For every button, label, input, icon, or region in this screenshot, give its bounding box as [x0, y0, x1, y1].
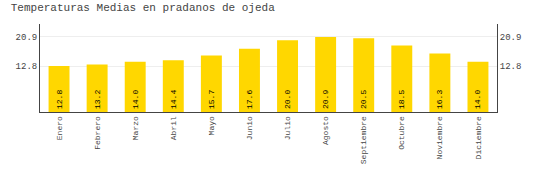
svg-text:Abril: Abril [169, 116, 178, 140]
svg-text:20.5: 20.5 [359, 90, 368, 109]
svg-text:14.0: 14.0 [473, 90, 482, 109]
svg-text:16.3: 16.3 [435, 90, 444, 109]
svg-text:18.5: 18.5 [397, 90, 406, 109]
svg-text:Julio: Julio [283, 116, 292, 140]
svg-text:Febrero: Febrero [93, 116, 102, 150]
svg-text:14.4: 14.4 [169, 90, 178, 109]
svg-text:20.0: 20.0 [283, 90, 292, 109]
svg-text:13.2: 13.2 [93, 90, 102, 109]
svg-text:Octubre: Octubre [397, 116, 406, 150]
svg-text:20.9: 20.9 [321, 90, 330, 109]
svg-text:20.9: 20.9 [16, 33, 38, 43]
svg-text:17.6: 17.6 [245, 90, 254, 109]
svg-text:Marzo: Marzo [131, 116, 140, 140]
svg-text:Enero: Enero [55, 116, 64, 140]
svg-text:12.8: 12.8 [500, 62, 522, 72]
svg-text:Mayo: Mayo [207, 116, 216, 135]
svg-text:20.9: 20.9 [500, 33, 522, 43]
svg-text:14.0: 14.0 [131, 90, 140, 109]
svg-text:Noviembre: Noviembre [435, 116, 444, 159]
svg-text:Agosto: Agosto [321, 116, 330, 145]
svg-text:Temperaturas Medias en pradano: Temperaturas Medias en pradanos de ojeda [11, 2, 275, 14]
svg-text:12.8: 12.8 [16, 62, 38, 72]
svg-text:12.8: 12.8 [55, 90, 64, 109]
svg-text:Junio: Junio [245, 116, 254, 140]
svg-text:Septiembre: Septiembre [359, 116, 368, 164]
svg-text:15.7: 15.7 [207, 90, 216, 109]
svg-text:Diciembre: Diciembre [474, 116, 483, 159]
